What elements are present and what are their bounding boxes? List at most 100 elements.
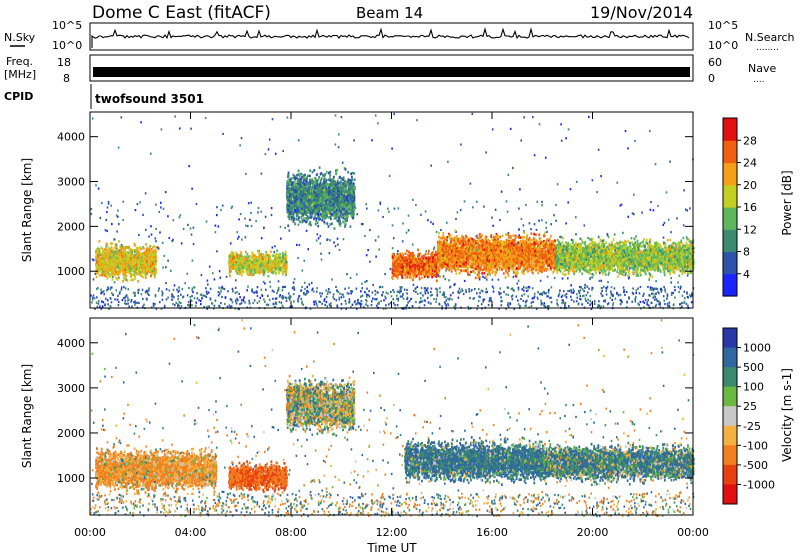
power-noise-cell [398,207,400,209]
power-noise-cell [521,218,523,220]
power-noise-cell [600,280,602,282]
power-noise-cell [218,291,220,293]
power-ground-cell [159,301,161,303]
power-cell [119,246,121,249]
power-ground-cell [543,291,545,293]
power-ground-cell [98,300,100,302]
power-ground-cell [612,304,614,306]
power-ground-cell [238,293,240,295]
power-ground-cell [570,296,572,298]
power-ground-cell [520,298,522,300]
power-cell [125,266,127,269]
power-ground-cell [143,304,145,306]
power-ground-cell [594,303,596,305]
power-noise-cell [320,253,322,255]
power-noise-cell [226,276,228,278]
power-ground-cell [126,294,128,296]
power-ground-cell [267,295,269,297]
power-cell [262,269,264,272]
power-ground-cell [321,303,323,305]
power-ground-cell [527,289,529,291]
power-noise-cell [111,223,113,225]
power-cell [96,252,98,255]
power-cell [149,256,151,259]
power-noise-cell [265,153,267,155]
power-noise-cell [627,216,629,218]
cpid-program: twofsound 3501 [95,92,204,106]
power-ground-cell [559,290,561,292]
power-noise-cell [291,305,293,307]
power-cell [116,263,118,266]
power-noise-cell [536,229,538,231]
power-ground-cell [273,291,275,293]
power-ground-cell [260,297,262,299]
power-noise-cell [121,116,123,118]
power-noise-cell [499,219,501,221]
power-noise-cell [287,117,289,119]
power-cell [233,261,235,264]
power-ground-cell [235,299,237,301]
power-cell [247,253,249,256]
power-cell [263,274,265,277]
power-ground-cell [345,303,347,305]
power-cell [96,268,98,271]
power-ground-cell [393,298,395,300]
power-noise-cell [329,239,331,241]
power-noise-cell [158,290,160,292]
power-ground-cell [127,297,129,299]
power-noise-cell [105,219,107,221]
power-ground-cell [169,289,171,291]
power-ground-cell [471,290,473,292]
power-ground-cell [680,303,682,305]
power-noise-cell [648,279,650,281]
power-noise-cell [427,219,429,221]
power-ground-cell [678,286,680,288]
power-ground-cell [582,295,584,297]
power-noise-cell [215,225,217,227]
power-ground-cell [628,298,630,300]
power-cell [132,273,134,276]
power-ground-cell [561,302,563,304]
power-ground-cell [518,289,520,291]
power-noise-cell [179,127,181,129]
power-noise-cell [566,296,568,298]
power-ground-cell [578,290,580,292]
power-noise-cell [633,194,635,196]
power-cell [113,254,115,257]
power-noise-cell [598,149,600,151]
power-ground-cell [306,286,308,288]
power-ground-cell [195,302,197,304]
power-cell [311,216,313,219]
noise-trace-line [92,29,689,48]
power-ground-cell [500,292,502,294]
power-noise-cell [384,273,386,275]
power-noise-cell [599,272,601,274]
power-cell [150,275,152,278]
power-ground-cell [404,289,406,291]
power-noise-cell [320,235,322,237]
power-ground-cell [383,299,385,301]
power-ground-cell [663,295,665,297]
power-noise-cell [364,235,366,237]
power-noise-cell [244,218,246,220]
power-ground-cell [635,298,637,300]
power-ground-cell [424,290,426,292]
power-noise-cell [382,216,384,218]
freq-band [93,67,690,77]
power-cell [117,273,119,276]
power-cell [148,270,150,273]
power-ground-cell [323,300,325,302]
power-ground-cell [613,302,615,304]
power-ground-cell [225,296,227,298]
power-ground-cell [523,300,525,302]
power-ground-cell [640,286,642,288]
power-ground-cell [326,305,328,307]
power-ground-cell [562,295,564,297]
power-cell [230,260,232,263]
power-ground-cell [146,298,148,300]
power-cell [109,270,111,273]
nave-label: Nave [748,62,776,75]
power-ground-cell [437,289,439,291]
power-cell [104,274,106,277]
power-noise-cell [100,217,102,219]
